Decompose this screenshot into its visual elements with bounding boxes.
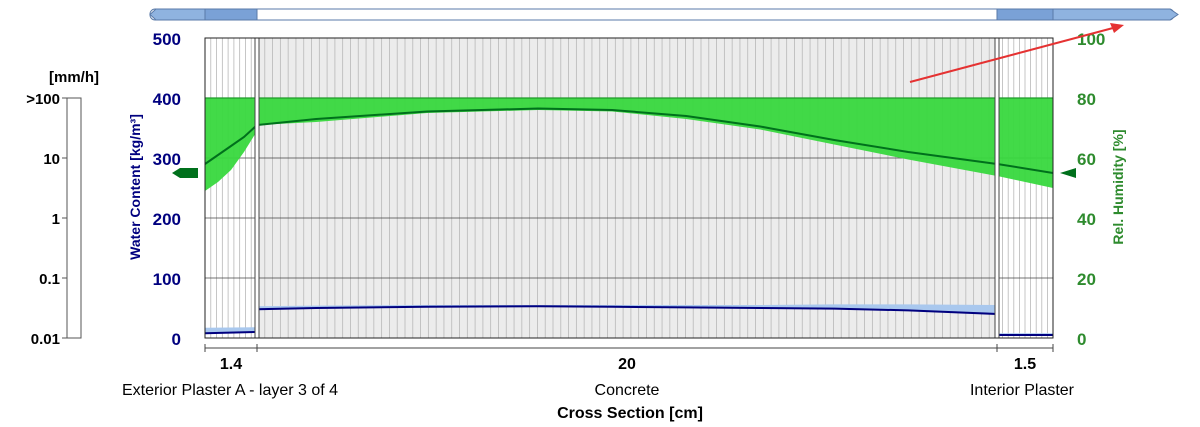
left-tick-label: 500 — [153, 30, 181, 49]
rh-range-band — [205, 98, 1053, 191]
mmh-tick-label: 1 — [52, 211, 60, 228]
right-tick-label: 0 — [1077, 330, 1086, 349]
vertical-hatch-lines — [210, 38, 1048, 338]
scrollbar-left-segment[interactable] — [204, 8, 258, 21]
water-content-range-band — [205, 304, 1053, 335]
layer-name-label: Exterior Plaster A - layer 3 of 4 — [122, 382, 338, 399]
initial-markers — [172, 168, 1076, 178]
initial-rh-marker-left-tip — [172, 168, 180, 178]
layer-thickness-label: 20 — [618, 356, 636, 373]
layer-background-concrete — [257, 38, 997, 338]
initial-rh-marker-right — [1060, 168, 1076, 178]
layer-name-label: Concrete — [595, 382, 660, 399]
layer-thickness-label: 1.4 — [220, 356, 242, 373]
plot-frame — [204, 37, 1054, 339]
mmh-unit-label: [mm/h] — [49, 69, 99, 86]
layer-divider[interactable] — [254, 37, 260, 339]
left-tick-label: 0 — [172, 330, 181, 349]
trend-arrow — [909, 23, 1124, 83]
rh-line — [204, 107, 1054, 174]
left-axis-title: Water Content [kg/m³] — [127, 114, 143, 260]
right-tick-label: 80 — [1077, 90, 1096, 109]
left-tick-label: 200 — [153, 210, 181, 229]
mmh-tick-label: 0.01 — [31, 331, 60, 348]
initial-rh-marker-left — [180, 168, 198, 178]
mmh-tick-label: 10 — [43, 151, 60, 168]
right-axis-title: Rel. Humidity [%] — [1110, 129, 1126, 244]
left-axis: 0 100 200 300 400 500 — [153, 30, 181, 349]
mmh-bar — [66, 97, 82, 339]
scrollbar[interactable] — [149, 8, 1179, 21]
left-tick-label: 400 — [153, 90, 181, 109]
water-content-line — [204, 305, 1053, 336]
bottom-axis: 1.4 Exterior Plaster A - layer 3 of 4 20 Co… — [122, 344, 1075, 399]
right-tick-label: 20 — [1077, 270, 1096, 289]
mmh-tick-label: >100 — [26, 91, 60, 108]
layer-thickness-label: 1.5 — [1014, 356, 1036, 373]
right-tick-label: 60 — [1077, 150, 1096, 169]
layer-name-label: Interior Plaster — [970, 382, 1075, 399]
scrollbar-right-segment[interactable] — [996, 8, 1054, 21]
mmh-tick-label: 0.1 — [39, 271, 60, 288]
plot-area — [204, 37, 1054, 339]
layer-divider[interactable] — [994, 37, 1000, 339]
precipitation-scale: [mm/h] >100 10 1 0.1 0.01 — [26, 69, 99, 348]
x-axis-title: Cross Section [cm] — [557, 405, 703, 422]
left-tick-label: 100 — [153, 270, 181, 289]
right-tick-label: 40 — [1077, 210, 1096, 229]
left-tick-label: 300 — [153, 150, 181, 169]
